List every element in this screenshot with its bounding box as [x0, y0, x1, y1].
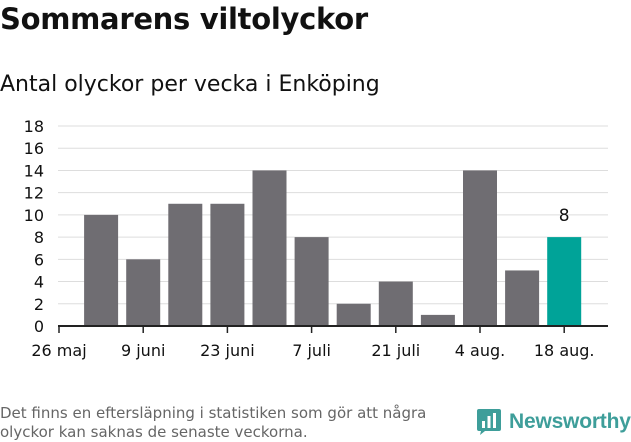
data-label: 8 — [559, 206, 570, 226]
x-tick-label: 23 juni — [200, 341, 255, 360]
y-tick-label: 10 — [24, 206, 44, 225]
bar — [378, 281, 413, 326]
bar-chart-icon — [477, 409, 501, 435]
x-tick-label: 18 aug. — [534, 341, 595, 360]
bar — [294, 237, 329, 326]
y-tick-label: 0 — [34, 317, 44, 336]
y-tick-label: 8 — [34, 228, 44, 247]
bar-chart: 0 2 4 6 8 10 12 14 16 18 8 26 maj 9 juni 23 juni 7 jul… — [24, 117, 608, 360]
bar — [505, 270, 540, 326]
bar — [126, 259, 161, 326]
bar — [84, 214, 119, 326]
y-tick-label: 16 — [24, 139, 44, 158]
bar — [210, 203, 245, 326]
x-tick-label: 21 juli — [371, 341, 420, 360]
bar — [168, 203, 203, 326]
y-tick-label: 14 — [24, 161, 44, 180]
brand-logo: Newsworthy — [476, 407, 631, 437]
bar — [252, 170, 287, 326]
x-tick-label: 26 maj — [31, 341, 86, 360]
chart-title: Sommarens viltolyckor — [0, 2, 368, 36]
bar — [420, 314, 455, 326]
y-tick-label: 6 — [34, 250, 44, 269]
y-tick-label: 12 — [24, 184, 44, 203]
x-tick-label: 9 juni — [121, 341, 165, 360]
x-tick-label: 4 aug. — [455, 341, 505, 360]
brand-name: Newsworthy — [509, 410, 631, 433]
y-tick-label: 2 — [34, 295, 44, 314]
bar — [463, 170, 497, 326]
bar — [547, 237, 582, 326]
bar — [336, 303, 371, 326]
footnote: Det finns en eftersläpning i statistiken… — [0, 404, 427, 441]
y-tick-label: 18 — [24, 117, 44, 136]
x-tick-label: 7 juli — [292, 341, 331, 360]
y-tick-label: 4 — [34, 273, 44, 292]
chart-subtitle: Antal olyckor per vecka i Enköping — [0, 72, 380, 97]
